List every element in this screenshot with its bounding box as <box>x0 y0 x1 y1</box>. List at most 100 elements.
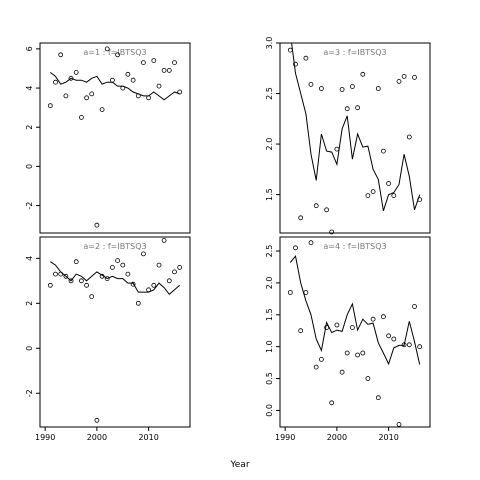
data-point <box>89 294 95 300</box>
data-point <box>380 314 386 320</box>
data-point <box>401 342 407 348</box>
data-point <box>146 95 152 101</box>
data-point <box>47 282 53 288</box>
data-point <box>63 93 69 99</box>
data-point <box>380 148 386 154</box>
fit-line <box>49 72 180 101</box>
panel-frame <box>39 42 191 234</box>
data-point <box>53 79 58 85</box>
x-tick-label: 1990 <box>275 433 295 442</box>
y-tick-label: 6 <box>25 46 34 51</box>
data-point <box>396 79 402 84</box>
data-point <box>110 77 115 83</box>
y-tick-label: 0.5 <box>265 372 274 385</box>
data-point <box>344 106 350 112</box>
data-point <box>47 103 53 109</box>
y-tick-label: 3.0 <box>265 37 274 50</box>
data-point <box>313 203 319 209</box>
data-point <box>412 304 417 309</box>
data-point <box>406 134 412 140</box>
data-point <box>58 52 64 58</box>
x-tick-label: 2010 <box>378 433 398 442</box>
panel-frame <box>279 236 431 428</box>
data-point <box>303 290 309 295</box>
data-point <box>401 74 407 79</box>
data-point <box>318 86 324 91</box>
x-tick-label: 2000 <box>327 433 347 442</box>
panel-title: a=4 : f=IBTSQ3 <box>323 242 386 251</box>
data-point <box>68 278 74 284</box>
data-point <box>166 278 172 284</box>
y-tick-label: 0.0 <box>265 404 274 417</box>
x-tick-label: 2010 <box>138 433 158 442</box>
data-point <box>68 75 74 81</box>
data-point <box>115 258 120 264</box>
data-point <box>84 282 89 288</box>
data-point <box>293 245 298 251</box>
fit-line <box>50 261 181 296</box>
y-tick-label: 2.0 <box>265 138 274 151</box>
x-axis-label: Year <box>229 460 249 470</box>
data-point <box>339 369 345 375</box>
y-tick-label: 1.0 <box>265 340 274 353</box>
data-point <box>130 77 136 83</box>
x-tick-label: 2000 <box>87 433 107 442</box>
data-point <box>334 146 340 152</box>
data-point <box>161 68 167 73</box>
data-point <box>334 322 340 328</box>
y-tick-label: 0 <box>25 346 34 351</box>
data-point <box>79 278 84 284</box>
data-point <box>375 86 381 91</box>
data-point <box>140 60 146 65</box>
y-tick-label: 1.5 <box>265 188 274 201</box>
data-point <box>417 344 423 350</box>
data-point <box>349 325 355 330</box>
data-point <box>375 395 381 401</box>
data-point <box>115 52 120 58</box>
data-point <box>391 193 397 199</box>
data-point <box>370 316 376 322</box>
data-point <box>146 287 152 293</box>
data-point <box>84 95 89 101</box>
panel-2: a=3 : f=IBTSQ3 1.5 2.0 2.5 3.0 <box>265 37 431 235</box>
data-point <box>308 240 314 246</box>
data-point <box>344 350 350 356</box>
y-tick-label: 2 <box>25 125 34 130</box>
data-point <box>151 282 157 288</box>
data-point <box>177 264 183 270</box>
data-point <box>166 68 172 73</box>
data-point <box>104 46 110 52</box>
data-point <box>303 55 309 61</box>
y-tick-label: 2.5 <box>265 245 274 258</box>
data-point <box>355 352 361 358</box>
data-point <box>161 237 167 243</box>
data-point <box>125 71 131 77</box>
data-point <box>177 89 183 95</box>
data-point <box>135 300 141 306</box>
data-point <box>365 193 371 199</box>
data-point <box>406 342 412 348</box>
data-point <box>63 273 69 279</box>
data-point <box>140 251 146 257</box>
panel-title: a=1 : f=IBTSQ3 <box>83 48 146 57</box>
panel-title: a=2 : f=IBTSQ3 <box>83 242 146 251</box>
data-point <box>172 60 177 65</box>
data-point <box>94 417 100 423</box>
data-point <box>417 197 423 203</box>
data-point <box>151 58 157 63</box>
data-point <box>130 281 136 287</box>
data-point <box>339 87 345 92</box>
fit-line <box>289 254 421 366</box>
data-point <box>73 259 79 265</box>
panel-frame <box>279 42 431 234</box>
data-point <box>360 71 366 77</box>
data-point <box>308 82 314 87</box>
data-point <box>298 215 304 221</box>
data-point <box>329 400 335 406</box>
data-point <box>298 328 304 334</box>
y-tick-label: -2 <box>25 202 34 210</box>
data-point <box>99 273 105 279</box>
data-point <box>386 181 392 186</box>
y-tick-label: 4 <box>25 86 34 91</box>
